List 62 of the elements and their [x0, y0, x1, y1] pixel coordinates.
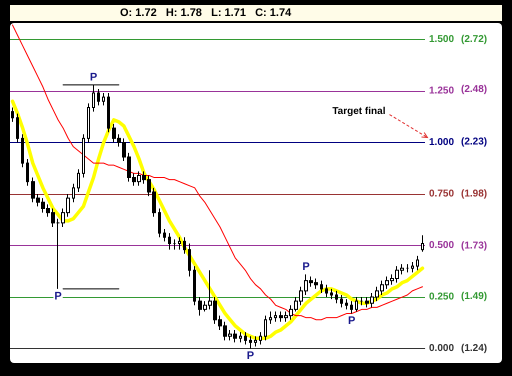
candlestick [244, 332, 247, 345]
candlestick [264, 315, 267, 341]
candlestick [340, 294, 343, 308]
y2-tick-label: (2.23) [461, 136, 488, 148]
annotation: P [90, 71, 98, 84]
candlestick [254, 336, 257, 348]
y2-tick-label: (1.73) [461, 240, 488, 252]
candlestick [274, 310, 277, 322]
candlestick [188, 242, 191, 277]
annotation: P [246, 350, 254, 362]
candlestick [360, 296, 363, 306]
candlestick [72, 183, 75, 203]
y-tick-label: 0.250 [429, 292, 454, 303]
candlestick [102, 92, 105, 106]
candlestick [416, 255, 419, 271]
candlestick [345, 298, 348, 310]
annotation: Target final [332, 106, 386, 118]
y2-tick-label: (1.24) [461, 342, 488, 354]
candlestick [193, 266, 196, 306]
candlestick [320, 280, 323, 294]
candlestick [421, 234, 424, 252]
candlestick [82, 134, 85, 178]
candlestick [168, 232, 171, 250]
candlestick [355, 296, 358, 312]
y2-tick-label: (1.49) [461, 290, 488, 302]
candlestick [11, 106, 14, 122]
y2-tick-label: (1.98) [461, 188, 488, 200]
candlestick [107, 92, 110, 133]
candlestick [259, 332, 262, 345]
candlestick [178, 236, 181, 250]
candlestick [158, 208, 161, 238]
candlestick [183, 236, 186, 254]
candlestick [163, 228, 166, 242]
candlestick [325, 284, 328, 298]
annotation: P [54, 290, 62, 302]
candlestick [411, 262, 414, 273]
candlestick [249, 336, 252, 350]
y-tick-label: 1.000 [429, 137, 454, 148]
candlestick [269, 310, 272, 324]
line-series [10, 100, 424, 340]
candlestick [16, 113, 19, 144]
y2-tick-label: (2.72) [461, 34, 488, 46]
y2-tick-label: (2.48) [461, 84, 488, 96]
annotation: P [348, 315, 356, 328]
chart-title: O: 1.72 H: 1.78 L: 1.71 C: 1.74 [120, 6, 292, 21]
y-tick-label: 0.000 [429, 343, 454, 354]
y-tick-label: 0.500 [429, 240, 454, 252]
candlestick [97, 88, 100, 106]
candlestick [335, 290, 338, 304]
y-tick-label: 0.750 [429, 188, 454, 200]
annotation: P [302, 260, 310, 273]
candlestick [26, 158, 29, 186]
y-tick-label: 1.500 [429, 34, 454, 45]
candlestick [239, 332, 242, 343]
candlestick [330, 288, 333, 300]
candlestick [350, 300, 353, 314]
candlestick [406, 264, 409, 273]
y-tick-label: 1.250 [429, 86, 454, 96]
candlestick [21, 134, 24, 168]
candlestick [173, 238, 176, 250]
candlestick [77, 168, 80, 192]
candlestick [87, 102, 90, 144]
